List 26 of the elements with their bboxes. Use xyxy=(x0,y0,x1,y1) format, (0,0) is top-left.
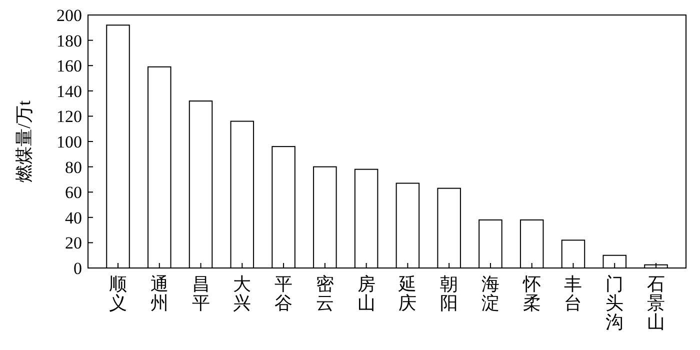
x-tick-label: 密云 xyxy=(316,274,334,313)
x-tick-label: 延庆 xyxy=(398,274,417,313)
x-tick-label: 昌平 xyxy=(192,274,210,313)
y-tick-label: 80 xyxy=(65,158,82,177)
y-tick-label: 100 xyxy=(56,132,82,152)
y-tick-label: 160 xyxy=(56,56,82,76)
y-tick-label: 200 xyxy=(56,6,82,25)
x-tick-label: 丰台 xyxy=(564,274,582,313)
y-tick-label: 20 xyxy=(65,234,82,253)
y-tick-label: 40 xyxy=(65,208,82,228)
y-tick-label: 0 xyxy=(74,258,82,278)
x-tick-label: 大兴 xyxy=(233,274,252,313)
x-tick-label: 房山 xyxy=(357,274,376,313)
x-tick-label: 怀柔 xyxy=(522,274,541,313)
y-axis-title: 燃煤量/万t xyxy=(14,100,34,183)
x-tick-label: 门头沟 xyxy=(606,274,624,332)
x-tick-label: 顺义 xyxy=(109,274,128,313)
y-tick-label: 120 xyxy=(56,107,82,126)
x-tick-label: 石景山 xyxy=(646,274,665,332)
x-tick-label: 海淀 xyxy=(481,274,500,313)
x-tick-label: 朝阳 xyxy=(440,274,458,313)
x-tick-label: 通州 xyxy=(150,274,168,313)
y-tick-label: 180 xyxy=(56,31,82,50)
y-tick-label: 140 xyxy=(56,82,82,101)
y-tick-label: 60 xyxy=(65,183,82,202)
x-tick-label: 平谷 xyxy=(274,274,293,313)
